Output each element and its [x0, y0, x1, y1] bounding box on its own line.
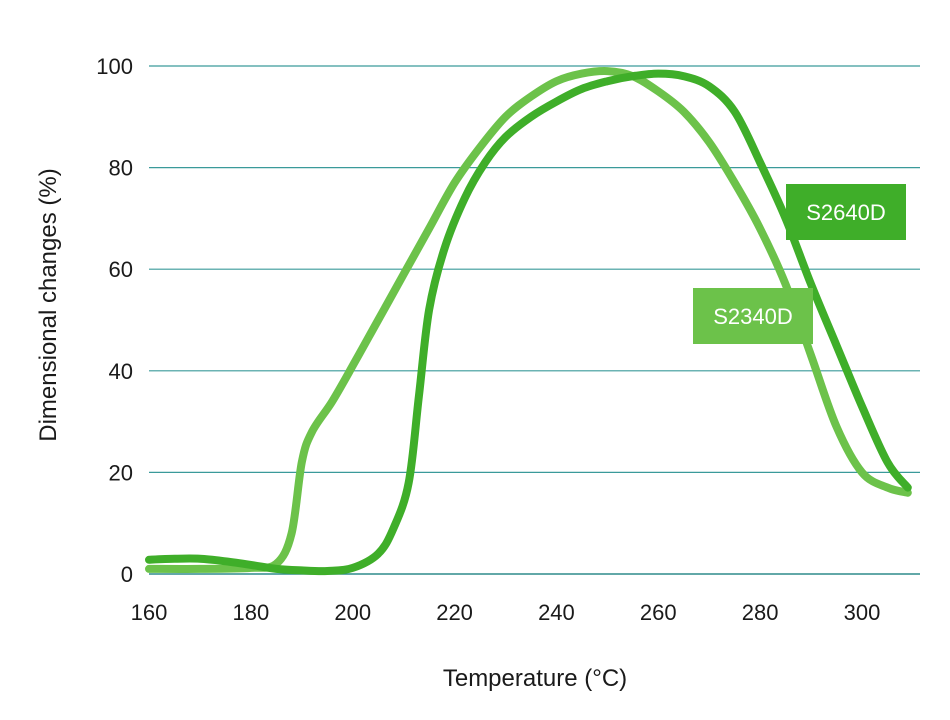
series-labels: S2340D S2640D — [693, 184, 906, 344]
x-tick-label: 280 — [742, 600, 779, 625]
series-label-box — [693, 288, 813, 344]
series-label-s2640d: S2640D — [786, 184, 906, 240]
x-tick-label: 160 — [131, 600, 168, 625]
x-tick-label: 300 — [844, 600, 881, 625]
gridlines — [149, 65, 920, 575]
y-tick-label: 60 — [109, 257, 133, 282]
x-tick-label: 260 — [640, 600, 677, 625]
y-tick-label: 80 — [109, 156, 133, 181]
series-label-box — [786, 184, 906, 240]
series-label-s2340d: S2340D — [693, 288, 813, 344]
y-axis-title: Dimensional changes (%) — [35, 168, 62, 441]
series-line-s2640d — [145, 69, 912, 576]
x-tick-label: 240 — [538, 600, 575, 625]
y-tick-label: 40 — [109, 359, 133, 384]
x-tick-label: 200 — [334, 600, 371, 625]
y-axis-ticks: 0 20 40 60 80 100 — [96, 54, 133, 587]
x-axis-title: Temperature (°C) — [443, 665, 627, 692]
series-label-text: S2640D — [806, 200, 886, 225]
x-tick-label: 180 — [232, 600, 269, 625]
y-tick-label: 20 — [109, 460, 133, 485]
series-label-text: S2340D — [713, 304, 793, 329]
x-axis-ticks: 160 180 200 220 240 260 280 300 — [131, 600, 881, 625]
x-tick-label: 220 — [436, 600, 473, 625]
y-tick-label: 100 — [96, 54, 133, 79]
y-tick-label: 0 — [121, 562, 133, 587]
